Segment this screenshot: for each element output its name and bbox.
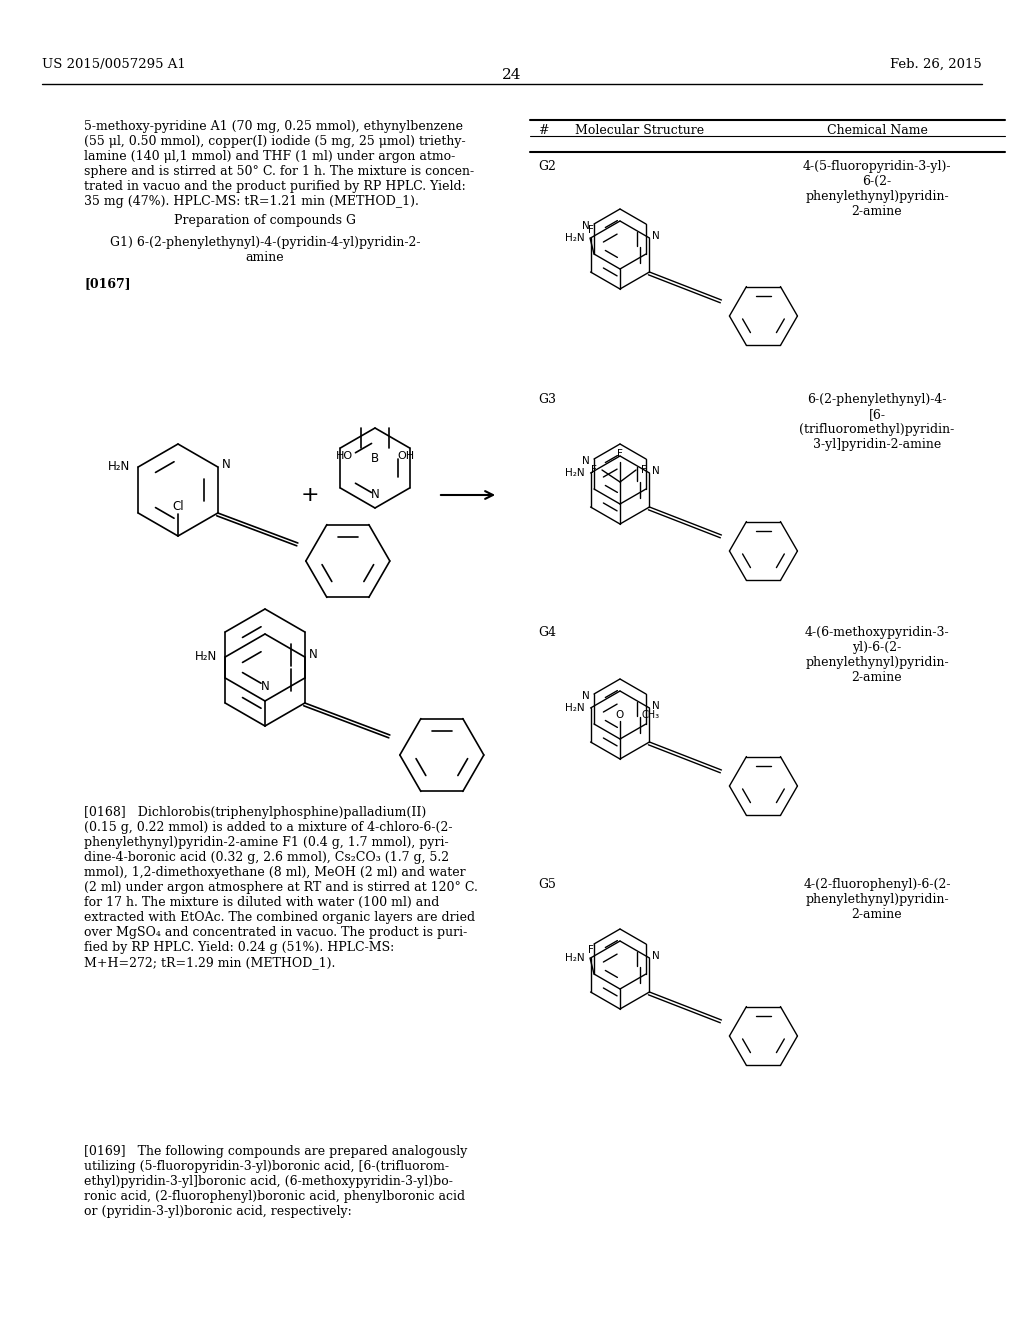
Text: G2: G2 [538,160,556,173]
Text: M+H=272; tR=1.29 min (METHOD_1).: M+H=272; tR=1.29 min (METHOD_1). [84,956,336,969]
Text: (2 ml) under argon atmosphere at RT and is stirred at 120° C.: (2 ml) under argon atmosphere at RT and … [84,880,478,894]
Text: phenylethynyl)pyridin-: phenylethynyl)pyridin- [805,894,949,906]
Text: G4: G4 [538,626,556,639]
Text: 2-amine: 2-amine [852,205,902,218]
Text: HO: HO [336,451,353,461]
Text: H₂N: H₂N [565,953,585,964]
Text: (trifluoromethyl)pyridin-: (trifluoromethyl)pyridin- [800,422,954,436]
Text: ethyl)pyridin-3-yl]boronic acid, (6-methoxypyridin-3-yl)bo-: ethyl)pyridin-3-yl]boronic acid, (6-meth… [84,1175,453,1188]
Text: [0169]   The following compounds are prepared analogously: [0169] The following compounds are prepa… [84,1144,467,1158]
Text: F: F [588,224,594,235]
Text: F: F [591,465,597,475]
Text: H₂N: H₂N [565,469,585,478]
Text: for 17 h. The mixture is diluted with water (100 ml) and: for 17 h. The mixture is diluted with wa… [84,896,439,909]
Text: [6-: [6- [868,408,886,421]
Text: US 2015/0057295 A1: US 2015/0057295 A1 [42,58,185,71]
Text: H₂N: H₂N [565,704,585,713]
Text: F: F [617,449,623,459]
Text: phenylethynyl)pyridin-: phenylethynyl)pyridin- [805,656,949,669]
Text: 24: 24 [502,69,522,82]
Text: 4-(5-fluoropyridin-3-yl)-: 4-(5-fluoropyridin-3-yl)- [803,160,951,173]
Text: amine: amine [246,251,285,264]
Text: fied by RP HPLC. Yield: 0.24 g (51%). HPLC-MS:: fied by RP HPLC. Yield: 0.24 g (51%). HP… [84,941,394,954]
Text: Cl: Cl [172,499,184,512]
Text: mmol), 1,2-dimethoxyethane (8 ml), MeOH (2 ml) and water: mmol), 1,2-dimethoxyethane (8 ml), MeOH … [84,866,466,879]
Text: [0168]   Dichlorobis(triphenylphosphine)palladium(II): [0168] Dichlorobis(triphenylphosphine)pa… [84,807,426,818]
Text: F: F [641,465,647,475]
Text: N: N [309,648,317,661]
Text: H₂N: H₂N [565,234,585,243]
Text: dine-4-boronic acid (0.32 g, 2.6 mmol), Cs₂CO₃ (1.7 g, 5.2: dine-4-boronic acid (0.32 g, 2.6 mmol), … [84,851,450,865]
Text: sphere and is stirred at 50° C. for 1 h. The mixture is concen-: sphere and is stirred at 50° C. for 1 h.… [84,165,474,178]
Text: (55 μl, 0.50 mmol), copper(I) iodide (5 mg, 25 μmol) triethy-: (55 μl, 0.50 mmol), copper(I) iodide (5 … [84,135,466,148]
Text: F: F [588,945,594,954]
Text: or (pyridin-3-yl)boronic acid, respectively:: or (pyridin-3-yl)boronic acid, respectiv… [84,1205,352,1218]
Text: over MgSO₄ and concentrated in vacuo. The product is puri-: over MgSO₄ and concentrated in vacuo. Th… [84,927,467,939]
Text: 4-(6-methoxypyridin-3-: 4-(6-methoxypyridin-3- [805,626,949,639]
Text: OH: OH [397,451,414,461]
Text: Feb. 26, 2015: Feb. 26, 2015 [890,58,982,71]
Text: N: N [652,950,660,961]
Text: N: N [371,487,379,500]
Text: N: N [583,220,590,231]
Text: G5: G5 [538,878,556,891]
Text: 2-amine: 2-amine [852,908,902,921]
Text: O: O [615,710,624,719]
Text: N: N [583,455,590,466]
Text: trated in vacuo and the product purified by RP HPLC. Yield:: trated in vacuo and the product purified… [84,180,466,193]
Text: extracted with EtOAc. The combined organic layers are dried: extracted with EtOAc. The combined organ… [84,911,475,924]
Text: G3: G3 [538,393,556,407]
Text: CH₃: CH₃ [642,710,660,719]
Text: ronic acid, (2-fluorophenyl)boronic acid, phenylboronic acid: ronic acid, (2-fluorophenyl)boronic acid… [84,1191,465,1203]
Text: 2-amine: 2-amine [852,671,902,684]
Text: H₂N: H₂N [195,651,217,664]
Text: 6-(2-: 6-(2- [862,176,892,187]
Text: 6-(2-phenylethynyl)-4-: 6-(2-phenylethynyl)-4- [807,393,947,407]
Text: yl)-6-(2-: yl)-6-(2- [852,642,901,653]
Text: G1) 6-(2-phenylethynyl)-4-(pyridin-4-yl)pyridin-2-: G1) 6-(2-phenylethynyl)-4-(pyridin-4-yl)… [110,236,420,249]
Text: +: + [301,484,319,506]
Text: 3-yl]pyridin-2-amine: 3-yl]pyridin-2-amine [813,438,941,451]
Text: utilizing (5-fluoropyridin-3-yl)boronic acid, [6-(trifluorom-: utilizing (5-fluoropyridin-3-yl)boronic … [84,1160,449,1173]
Text: [0167]: [0167] [84,277,131,290]
Text: phenylethynyl)pyridin-: phenylethynyl)pyridin- [805,190,949,203]
Text: 5-methoxy-pyridine A1 (70 mg, 0.25 mmol), ethynylbenzene: 5-methoxy-pyridine A1 (70 mg, 0.25 mmol)… [84,120,463,133]
Text: 35 mg (47%). HPLC-MS: tR=1.21 min (METHOD_1).: 35 mg (47%). HPLC-MS: tR=1.21 min (METHO… [84,195,419,209]
Text: N: N [652,701,660,711]
Text: #: # [538,124,549,137]
Text: lamine (140 μl,1 mmol) and THF (1 ml) under argon atmo-: lamine (140 μl,1 mmol) and THF (1 ml) un… [84,150,456,162]
Text: (0.15 g, 0.22 mmol) is added to a mixture of 4-chloro-6-(2-: (0.15 g, 0.22 mmol) is added to a mixtur… [84,821,453,834]
Text: 4-(2-fluorophenyl)-6-(2-: 4-(2-fluorophenyl)-6-(2- [803,878,950,891]
Text: H₂N: H₂N [108,461,130,474]
Text: N: N [261,681,269,693]
Text: Molecular Structure: Molecular Structure [575,124,705,137]
Text: N: N [583,690,590,701]
Text: N: N [652,466,660,477]
Text: N: N [222,458,230,471]
Text: Preparation of compounds G: Preparation of compounds G [174,214,356,227]
Text: N: N [652,231,660,242]
Text: B: B [371,451,379,465]
Text: Chemical Name: Chemical Name [826,124,928,137]
Text: phenylethynyl)pyridin-2-amine F1 (0.4 g, 1.7 mmol), pyri-: phenylethynyl)pyridin-2-amine F1 (0.4 g,… [84,836,449,849]
